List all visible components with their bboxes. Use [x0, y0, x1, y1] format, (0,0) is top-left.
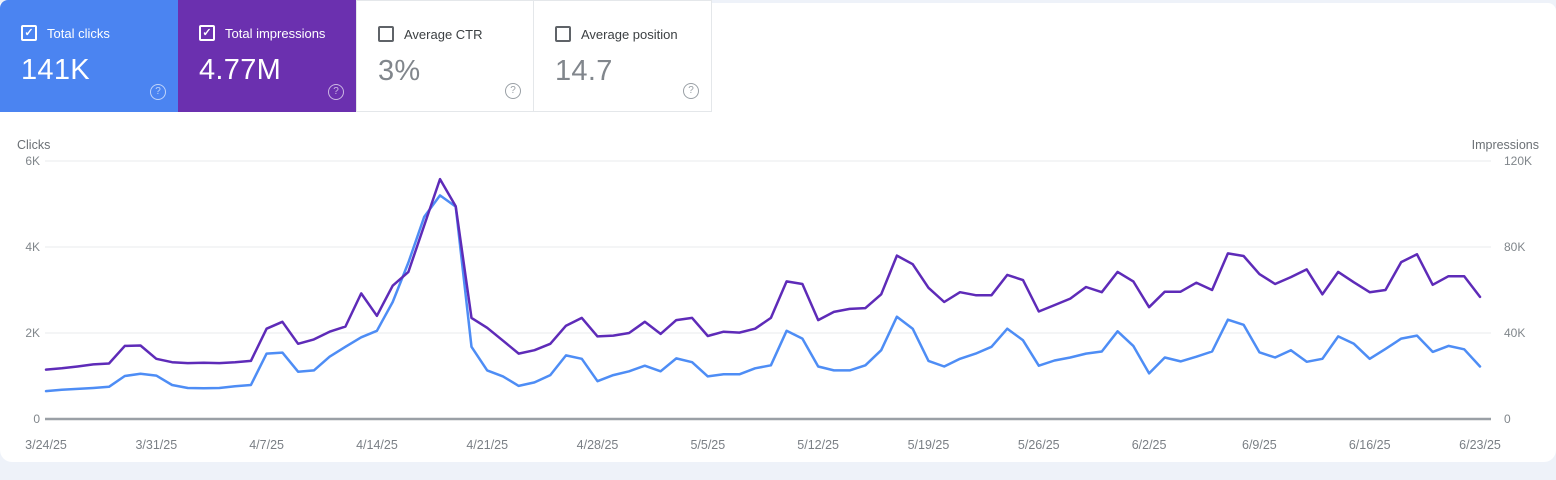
x-axis-tick: 5/5/25 — [690, 438, 725, 452]
left-axis-tick: 6K — [25, 154, 40, 168]
left-axis-tick: 4K — [25, 240, 40, 254]
total-impressions-checkbox[interactable]: ✓ — [199, 25, 215, 41]
x-axis-tick: 3/31/25 — [135, 438, 177, 452]
right-axis-tick: 0 — [1504, 412, 1511, 426]
right-axis-tick: 80K — [1504, 240, 1525, 254]
metric-card-average-ctr[interactable]: Average CTR 3% ? — [356, 0, 534, 112]
metric-card-total-impressions[interactable]: ✓ Total impressions 4.77M ? — [178, 0, 356, 112]
clicks-impressions-chart[interactable]: Clicks Impressions 6K 4K 2K 0 120K 80K 40K 0 3/24/… — [0, 130, 1556, 462]
average-position-checkbox[interactable] — [555, 26, 571, 42]
x-axis-tick: 5/19/25 — [908, 438, 950, 452]
left-axis-tick: 2K — [25, 326, 40, 340]
right-axis-title: Impressions — [1472, 138, 1539, 152]
left-axis-tick: 0 — [33, 412, 40, 426]
total-clicks-checkbox[interactable]: ✓ — [21, 25, 37, 41]
impressions-line — [44, 177, 1482, 371]
metric-cards-row: ✓ Total clicks 141K ? ✓ Total impression… — [0, 0, 1556, 112]
performance-panel: ✓ Total clicks 141K ? ✓ Total impression… — [0, 0, 1556, 462]
x-axis-tick: 6/9/25 — [1242, 438, 1277, 452]
x-axis-tick: 4/21/25 — [466, 438, 508, 452]
help-icon[interactable]: ? — [150, 84, 166, 100]
metric-card-total-clicks[interactable]: ✓ Total clicks 141K ? — [0, 0, 178, 112]
average-position-label: Average position — [581, 26, 678, 42]
x-axis-tick: 6/23/25 — [1459, 438, 1501, 452]
left-axis-title: Clicks — [17, 138, 50, 152]
clicks-line — [44, 194, 1482, 393]
average-position-value: 14.7 — [555, 55, 613, 87]
right-axis-tick: 40K — [1504, 326, 1525, 340]
help-icon[interactable]: ? — [505, 83, 521, 99]
x-axis-tick: 4/28/25 — [577, 438, 619, 452]
right-axis-tick: 120K — [1504, 154, 1532, 168]
x-axis-tick: 5/12/25 — [797, 438, 839, 452]
x-axis-tick: 5/26/25 — [1018, 438, 1060, 452]
average-ctr-label: Average CTR — [404, 26, 483, 42]
help-icon[interactable]: ? — [683, 83, 699, 99]
x-axis-tick: 4/14/25 — [356, 438, 398, 452]
x-axis-tick: 3/24/25 — [25, 438, 67, 452]
average-ctr-checkbox[interactable] — [378, 26, 394, 42]
total-clicks-value: 141K — [21, 54, 90, 86]
x-axis-tick: 6/2/25 — [1132, 438, 1167, 452]
total-impressions-value: 4.77M — [199, 54, 282, 86]
x-axis-tick: 4/7/25 — [249, 438, 284, 452]
performance-chart[interactable]: Clicks Impressions 6K 4K 2K 0 120K 80K 40K 0 3/24/… — [0, 130, 1556, 467]
x-axis-tick: 6/16/25 — [1349, 438, 1391, 452]
total-clicks-label: Total clicks — [47, 25, 110, 41]
total-impressions-label: Total impressions — [225, 25, 326, 41]
metric-card-average-position[interactable]: Average position 14.7 ? — [534, 0, 712, 112]
average-ctr-value: 3% — [378, 55, 421, 87]
help-icon[interactable]: ? — [328, 84, 344, 100]
